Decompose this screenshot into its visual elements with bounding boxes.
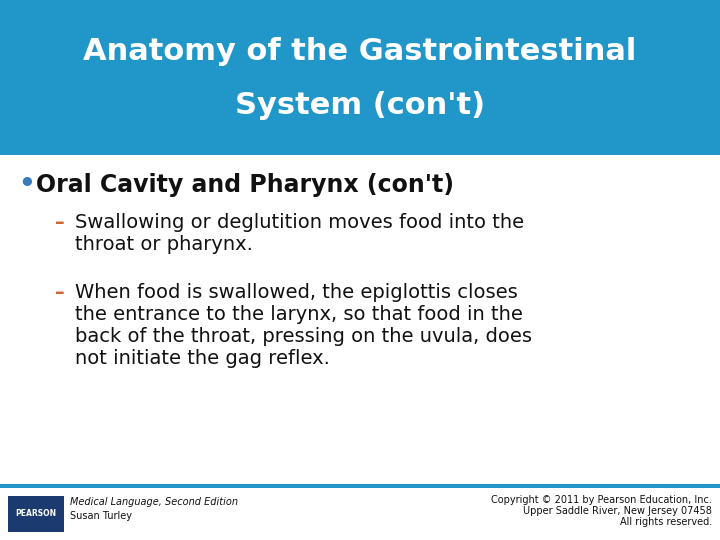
Text: PEARSON: PEARSON: [15, 510, 57, 518]
Text: back of the throat, pressing on the uvula, does: back of the throat, pressing on the uvul…: [75, 327, 532, 346]
Bar: [8, 496, 64, 532]
Text: System (con't): System (con't): [235, 91, 485, 119]
Text: Susan Turley: Susan Turley: [70, 511, 132, 521]
Text: All rights reserved.: All rights reserved.: [620, 517, 712, 527]
Text: Medical Language, Second Edition: Medical Language, Second Edition: [70, 497, 238, 507]
Text: Upper Saddle River, New Jersey 07458: Upper Saddle River, New Jersey 07458: [523, 506, 712, 516]
Text: Anatomy of the Gastrointestinal: Anatomy of the Gastrointestinal: [84, 37, 636, 66]
Text: Copyright © 2011 by Pearson Education, Inc.: Copyright © 2011 by Pearson Education, I…: [491, 495, 712, 505]
Text: •: •: [18, 172, 35, 198]
Text: throat or pharynx.: throat or pharynx.: [75, 234, 253, 253]
Text: Oral Cavity and Pharynx (con't): Oral Cavity and Pharynx (con't): [36, 173, 454, 197]
Text: When food is swallowed, the epiglottis closes: When food is swallowed, the epiglottis c…: [75, 282, 518, 301]
Text: –: –: [55, 213, 65, 232]
Bar: [0, 484, 720, 488]
Text: not initiate the gag reflex.: not initiate the gag reflex.: [75, 348, 330, 368]
Bar: [0, 0, 720, 155]
Text: Swallowing or deglutition moves food into the: Swallowing or deglutition moves food int…: [75, 213, 524, 232]
Text: the entrance to the larynx, so that food in the: the entrance to the larynx, so that food…: [75, 305, 523, 323]
Text: –: –: [55, 282, 65, 301]
